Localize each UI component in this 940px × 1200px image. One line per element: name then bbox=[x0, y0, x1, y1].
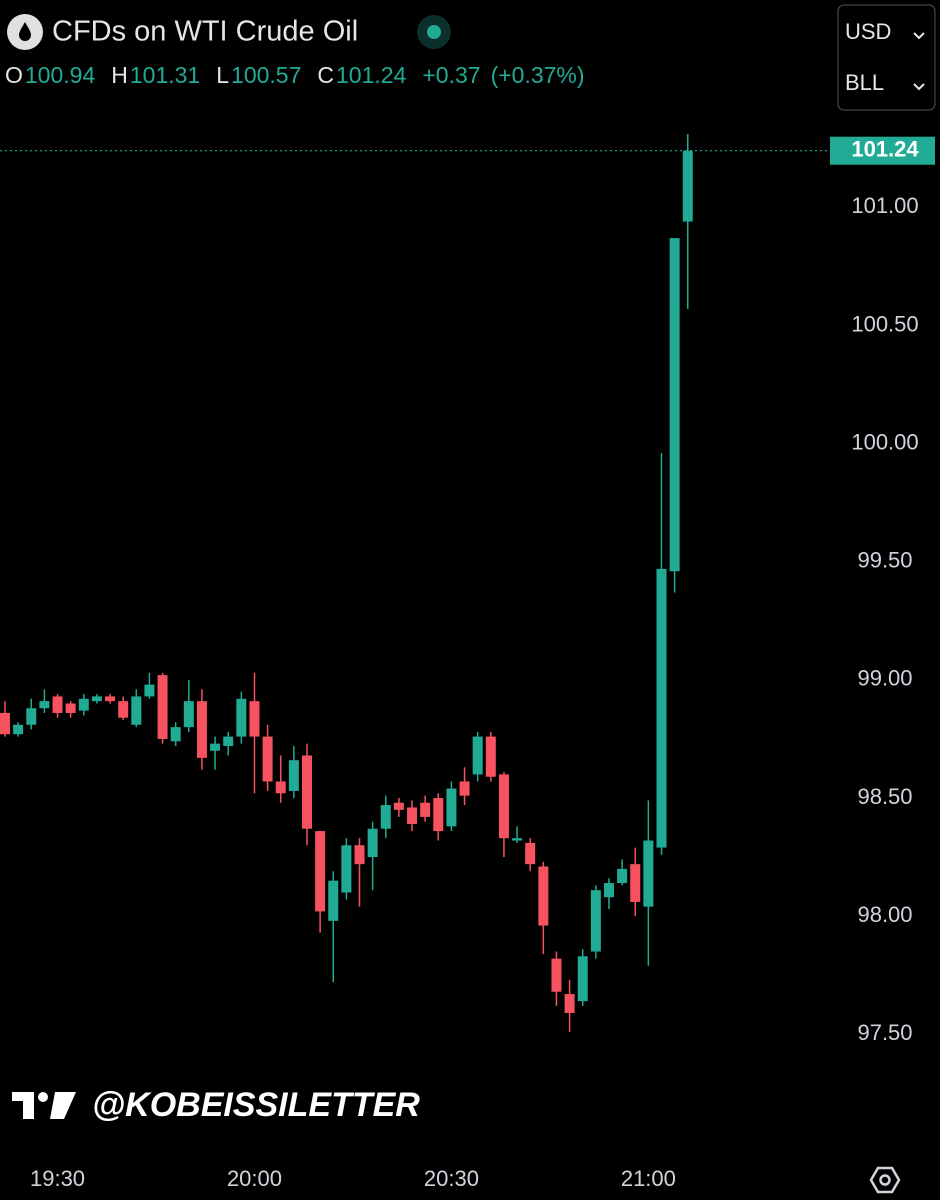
ohlc-key: C bbox=[317, 62, 334, 88]
candle-body bbox=[459, 781, 470, 796]
dropdown-arrow bbox=[913, 32, 925, 40]
x-tick-label: 20:00 bbox=[227, 1166, 282, 1191]
ohlc-value: 100.94 bbox=[25, 62, 96, 88]
candle-body bbox=[669, 238, 680, 572]
candle-body bbox=[380, 805, 391, 829]
candle-body bbox=[328, 880, 339, 921]
tv-logo bbox=[12, 1092, 76, 1119]
candle-body bbox=[275, 781, 286, 794]
candle-body bbox=[538, 866, 549, 926]
settings-icon[interactable] bbox=[869, 1166, 901, 1194]
ohlc-key: L bbox=[216, 62, 229, 88]
y-tick-label: 99.00 bbox=[857, 666, 912, 691]
y-tick-label: 101.00 bbox=[851, 193, 918, 218]
candle-body bbox=[643, 840, 654, 907]
candle-body bbox=[551, 958, 562, 992]
oil-drop bbox=[19, 22, 31, 41]
candle-body bbox=[301, 755, 312, 829]
watermark: @KOBEISSILETTER bbox=[92, 1086, 420, 1124]
candle-body bbox=[249, 701, 260, 737]
candle-body bbox=[91, 696, 102, 702]
candle-body bbox=[223, 736, 234, 747]
plot-area: 97.50 98.00 98.50 99.00 99.50 100.00 100.50 101… bbox=[0, 134, 935, 1191]
candle-body bbox=[210, 743, 221, 751]
ohlc-key: H bbox=[111, 62, 128, 88]
x-tick-label: 19:30 bbox=[30, 1166, 85, 1191]
y-tick-label: 97.50 bbox=[857, 1020, 912, 1045]
last-price-badge bbox=[830, 136, 935, 165]
candle-body bbox=[577, 956, 588, 1002]
ohlc-value: 100.57 bbox=[231, 62, 301, 88]
settings-icon-center bbox=[879, 1174, 891, 1186]
candle-body bbox=[183, 701, 194, 728]
dropdown-arrow bbox=[913, 83, 925, 91]
candle-body bbox=[341, 845, 352, 893]
currency-box[interactable] bbox=[837, 4, 936, 111]
candle-body bbox=[144, 684, 155, 697]
candle-body bbox=[78, 698, 89, 711]
last-price-label: 101.24 bbox=[851, 137, 919, 162]
candle-body bbox=[354, 845, 365, 865]
x-tick-label: 20:30 bbox=[424, 1166, 479, 1191]
candle-body bbox=[525, 842, 536, 865]
y-tick-label: 100.00 bbox=[851, 429, 918, 454]
y-tick-label: 98.50 bbox=[857, 784, 912, 809]
candle-body bbox=[393, 802, 404, 810]
candle-body bbox=[105, 696, 116, 702]
candle-body bbox=[288, 760, 299, 791]
candle-body bbox=[656, 568, 667, 848]
candle-body bbox=[236, 698, 247, 737]
candle-body bbox=[367, 828, 378, 858]
status-dot bbox=[427, 25, 441, 39]
candle-body bbox=[118, 701, 129, 718]
candle-body bbox=[262, 736, 273, 782]
candle-body bbox=[170, 727, 181, 742]
y-tick-label: 99.50 bbox=[857, 548, 912, 573]
candle-body bbox=[157, 675, 168, 739]
change-percent: (+0.37%) bbox=[491, 62, 585, 88]
ohlc-key: O bbox=[5, 62, 23, 88]
candle-body bbox=[472, 736, 483, 775]
candle-body bbox=[512, 838, 523, 841]
candle-body bbox=[65, 703, 76, 713]
y-tick-label: 100.50 bbox=[851, 311, 918, 336]
candle-body bbox=[603, 883, 614, 898]
ohlc-legend: O 100.94 H 101.31 L 100.57 C 101.24 bbox=[5, 62, 407, 88]
candle-body bbox=[26, 708, 37, 725]
candle-body bbox=[682, 150, 693, 222]
candle-body bbox=[315, 831, 326, 912]
candle-body bbox=[39, 701, 50, 709]
candle-body bbox=[590, 890, 601, 952]
unit-select[interactable]: BLL bbox=[845, 70, 884, 95]
candle-body bbox=[407, 807, 418, 824]
candle-body bbox=[617, 868, 628, 884]
symbol-title: CFDs on WTI Crude Oil bbox=[52, 16, 358, 48]
candle-body bbox=[433, 798, 444, 832]
candle-body bbox=[498, 774, 509, 839]
candle-body bbox=[0, 712, 10, 735]
candle-body bbox=[446, 788, 457, 827]
x-tick-label: 21:00 bbox=[621, 1166, 676, 1191]
candle-body bbox=[630, 864, 641, 902]
candle-body bbox=[196, 701, 207, 758]
candle-body bbox=[13, 724, 24, 735]
candle-body bbox=[564, 994, 575, 1013]
candle-body bbox=[485, 736, 496, 777]
ohlc-value: 101.31 bbox=[130, 62, 200, 88]
currency-select[interactable]: USD bbox=[845, 19, 891, 44]
ohlc-value: 101.24 bbox=[336, 62, 407, 88]
y-tick-label: 98.00 bbox=[857, 902, 912, 927]
candle-body bbox=[52, 696, 63, 713]
candle-body bbox=[420, 802, 431, 817]
change: +0.37 bbox=[422, 62, 480, 88]
candle-body bbox=[131, 696, 142, 725]
